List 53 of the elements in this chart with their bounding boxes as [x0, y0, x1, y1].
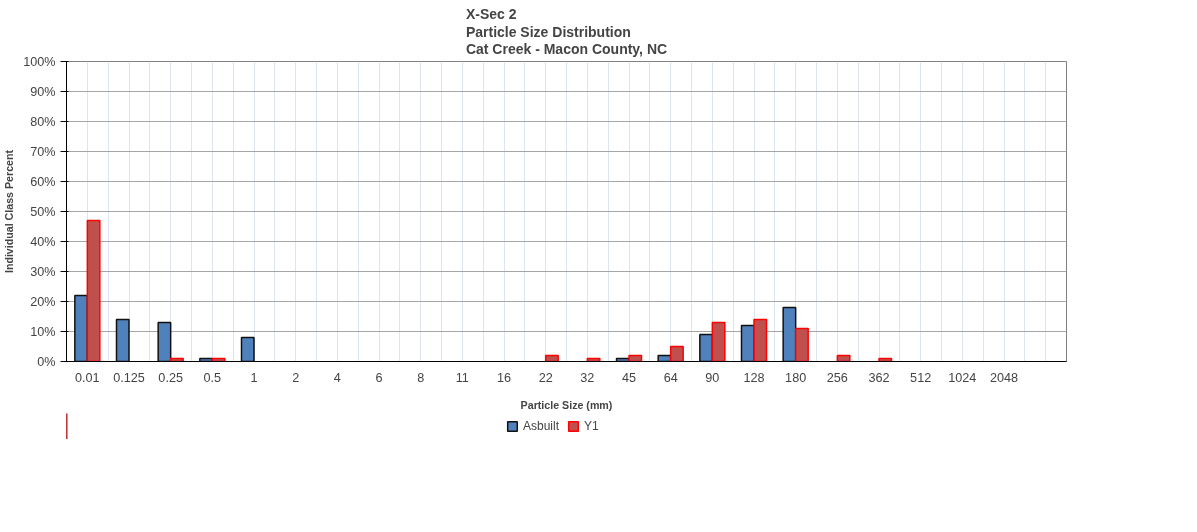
y-axis-title: Individual Class Percent	[3, 149, 16, 274]
bar	[669, 345, 684, 362]
x-tick-label: 128	[743, 370, 765, 385]
x-tick-label: 8	[417, 370, 425, 385]
y-tick-label: 10%	[30, 324, 56, 339]
x-tick-label: 2	[292, 370, 300, 385]
x-tick-label: 362	[868, 370, 890, 385]
bar	[115, 318, 130, 362]
bar	[157, 321, 172, 362]
x-tick-label: 11	[455, 370, 469, 385]
x-tick-label: 2048	[989, 370, 1019, 385]
bar	[74, 294, 89, 362]
x-tick-label: 1	[250, 370, 258, 385]
x-tick-label: 512	[910, 370, 932, 385]
x-tick-label: 180	[785, 370, 807, 385]
y-tick-label: 60%	[30, 174, 56, 189]
y-tick-label: 80%	[30, 114, 56, 129]
x-tick-label: 1024	[948, 370, 977, 385]
bar	[240, 336, 255, 362]
x-tick-label: 4	[333, 370, 341, 385]
x-tick-label: 0.25	[158, 370, 183, 385]
x-tick-label: 32	[580, 370, 595, 385]
y-tick-label: 40%	[30, 234, 56, 249]
x-tick-label: 0.125	[113, 370, 145, 385]
x-tick-label: 0.5	[203, 370, 222, 385]
bar	[753, 318, 768, 362]
bar	[86, 219, 101, 362]
bar	[544, 354, 559, 362]
bar	[836, 354, 851, 362]
chart-title: X-Sec 2 Particle Size Distribution Cat Creek - Macon County, NC	[465, 6, 668, 58]
legend-label: Asbuilt	[522, 419, 560, 433]
bar	[711, 321, 726, 362]
bar	[628, 354, 643, 362]
x-tick-label: 22	[538, 370, 553, 385]
x-tick-label: 0.01	[75, 370, 100, 385]
y-tick-label: 90%	[30, 84, 56, 99]
bar	[794, 327, 809, 362]
x-tick-label: 16	[496, 370, 512, 385]
legend-label: Y1	[584, 419, 600, 433]
y-tick-label: 70%	[30, 144, 56, 159]
x-tick-label: 90	[705, 370, 720, 385]
x-tick-label: 45	[621, 370, 637, 385]
x-tick-label: 64	[663, 370, 678, 385]
bar	[782, 306, 797, 362]
y-tick-label: 100%	[23, 54, 56, 69]
y-tick-label: 20%	[30, 294, 56, 309]
y-tick-label: 50%	[30, 204, 56, 219]
bar	[699, 333, 714, 362]
x-tick-label: 6	[375, 370, 383, 385]
x-axis-title: Particle Size (mm)	[520, 398, 613, 411]
y-tick-label: 0%	[37, 354, 56, 369]
x-tick-label: 256	[826, 370, 848, 385]
y-tick-label: 30%	[30, 264, 56, 279]
